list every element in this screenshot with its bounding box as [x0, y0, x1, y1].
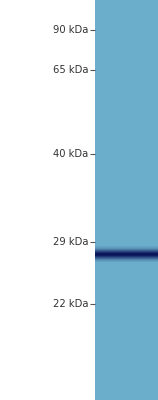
Bar: [95, 247, 158, 248]
Bar: [95, 254, 158, 255]
Bar: [95, 253, 158, 254]
Bar: [95, 260, 158, 261]
Bar: [95, 247, 158, 248]
Bar: [95, 260, 158, 261]
Bar: [95, 253, 158, 254]
Text: 22 kDa: 22 kDa: [53, 299, 88, 309]
Bar: [95, 257, 158, 258]
Bar: [95, 252, 158, 253]
Bar: [95, 252, 158, 253]
Bar: [95, 254, 158, 255]
Bar: [95, 259, 158, 260]
Bar: [95, 249, 158, 250]
Bar: [95, 246, 158, 247]
Bar: [95, 255, 158, 256]
Bar: [95, 251, 158, 252]
Bar: [95, 249, 158, 250]
Bar: [95, 252, 158, 253]
Bar: [95, 261, 158, 262]
Bar: [95, 260, 158, 261]
Bar: [95, 250, 158, 251]
Bar: [95, 261, 158, 262]
Bar: [95, 255, 158, 256]
Bar: [95, 248, 158, 249]
Bar: [95, 0, 158, 400]
Text: 29 kDa: 29 kDa: [53, 237, 88, 247]
Text: 65 kDa: 65 kDa: [53, 65, 88, 75]
Bar: [95, 247, 158, 248]
Bar: [95, 261, 158, 262]
Bar: [95, 257, 158, 258]
Text: 90 kDa: 90 kDa: [53, 25, 88, 35]
Bar: [95, 256, 158, 257]
Bar: [95, 251, 158, 252]
Bar: [95, 246, 158, 247]
Bar: [95, 258, 158, 259]
Bar: [95, 258, 158, 259]
Bar: [95, 256, 158, 257]
Bar: [95, 249, 158, 250]
Bar: [95, 248, 158, 249]
Bar: [95, 250, 158, 251]
Bar: [95, 255, 158, 256]
Bar: [95, 258, 158, 259]
Bar: [95, 259, 158, 260]
Bar: [95, 251, 158, 252]
Text: 40 kDa: 40 kDa: [53, 149, 88, 159]
Bar: [95, 250, 158, 251]
Bar: [95, 257, 158, 258]
Bar: [95, 248, 158, 249]
Bar: [95, 253, 158, 254]
Bar: [95, 256, 158, 257]
Bar: [95, 259, 158, 260]
Bar: [95, 254, 158, 255]
